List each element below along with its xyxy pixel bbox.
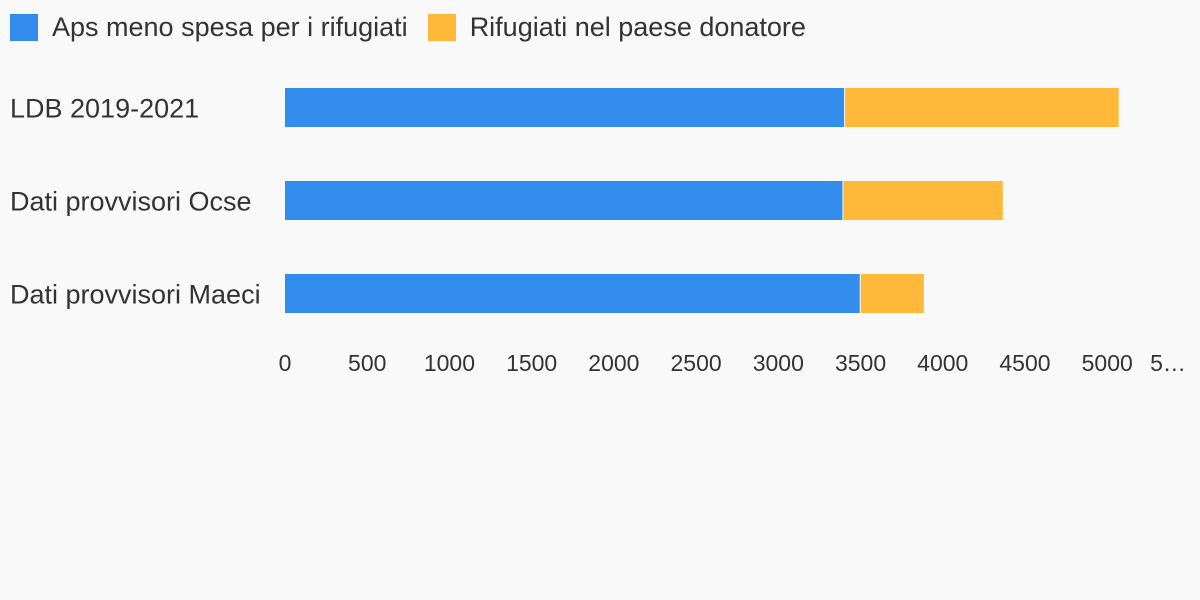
x-tick-label: 2000 xyxy=(588,350,639,376)
x-tick-label: 2500 xyxy=(671,350,722,376)
legend-item-rifugiati[interactable]: Rifugiati nel paese donatore xyxy=(427,10,806,44)
x-tick-label: 1000 xyxy=(424,350,475,376)
bar-segment-aps[interactable] xyxy=(285,274,860,313)
bar-segment-rifugiati[interactable] xyxy=(860,274,924,313)
legend-label-aps: Aps meno spesa per i rifugiati xyxy=(52,12,408,42)
bar-segment-aps[interactable] xyxy=(285,88,845,127)
x-tick-label: 4000 xyxy=(917,350,968,376)
x-tick-label: 500 xyxy=(348,350,386,376)
legend-swatch-rifugiati xyxy=(427,13,456,41)
x-tick-label: 4500 xyxy=(999,350,1050,376)
x-tick-label: 5000 xyxy=(1082,350,1133,376)
legend-item-aps[interactable]: Aps meno spesa per i rifugiati xyxy=(10,10,408,44)
x-tick-label: 5… xyxy=(1150,350,1186,376)
bar-segment-rifugiati[interactable] xyxy=(843,181,1003,220)
legend-label-rifugiati: Rifugiati nel paese donatore xyxy=(469,12,806,42)
bar-segment-rifugiati[interactable] xyxy=(845,88,1119,127)
x-tick-label: 3000 xyxy=(753,350,804,376)
bar-segment-aps[interactable] xyxy=(285,181,843,220)
x-tick-label: 0 xyxy=(279,350,292,376)
category-label: Dati provvisori Ocse xyxy=(10,187,252,217)
x-tick-label: 1500 xyxy=(506,350,557,376)
category-label: Dati provvisori Maeci xyxy=(10,280,261,310)
x-tick-label: 3500 xyxy=(835,350,886,376)
chart-legend: Aps meno spesa per i rifugiati Rifugiati… xyxy=(10,10,826,44)
legend-swatch-aps xyxy=(10,13,38,41)
category-label: LDB 2019-2021 xyxy=(10,94,199,124)
